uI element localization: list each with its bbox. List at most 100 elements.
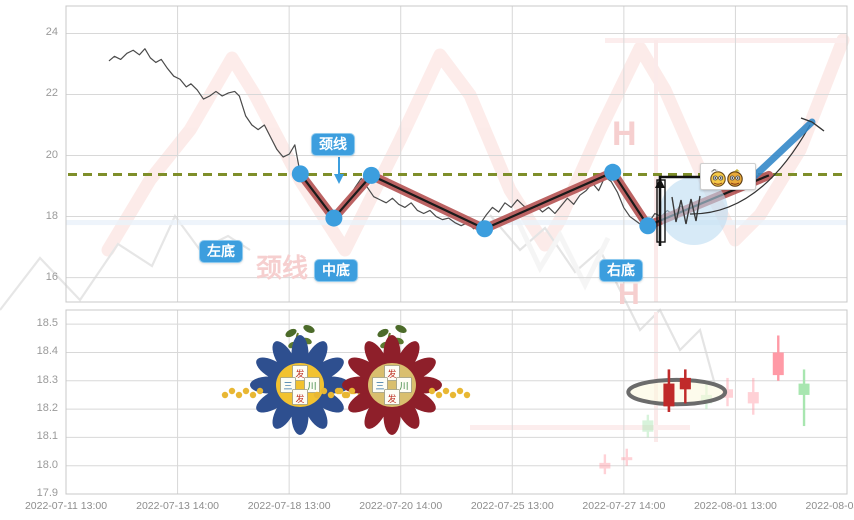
marker-dot-3[interactable] [476,220,494,238]
neckline-arrow-head [334,174,344,184]
flower-left-tile-glyph-2: 川 [307,381,316,391]
candle-body-8 [772,352,784,376]
flower-left-garland-l-3 [235,391,243,399]
blue-arrow-barb-a [800,117,813,123]
marker-dot-2[interactable] [362,166,380,184]
flower-right-tile-glyph-0: 发 [387,368,396,379]
flower-left-leaf-l [285,328,297,338]
watermark-band-lower [470,425,690,430]
candle-body-top-1 [679,377,691,390]
flower-right-garland-r-4 [456,387,464,395]
volume-ytick-1: 18.4 [36,345,58,358]
price-ytick-1: 22 [45,87,58,100]
flower-right-garland-r-5 [463,391,471,399]
candle-body-9 [798,383,810,395]
flower-right-leaf-l [377,328,389,338]
candle-1 [621,448,633,466]
flower-left-tile-3 [292,389,308,405]
flower-left-tile-2 [304,377,320,393]
flower-right-garland-l-4 [320,387,328,395]
watermark-letter-h-bottom: H [618,278,640,311]
support-band [66,220,847,226]
marker-dot-1[interactable] [325,209,343,227]
flower-right-tile-3 [384,389,400,405]
volume-panel-group [65,309,848,495]
flower-left-garland-l-0 [256,387,264,395]
flower-right-garland-l-3 [327,391,335,399]
price-ytick-0: 24 [45,26,58,39]
volume-ytick-2: 18.3 [36,373,58,386]
price-line [108,48,768,230]
candle-9 [798,369,810,427]
xtick-3: 2022-07-20 14:00 [359,500,443,512]
annotation-middle-bottom[interactable]: 中底 [314,259,358,282]
flower-right-tile-glyph-1: 三 [375,381,384,391]
candle-7 [747,377,759,415]
flower-right-tile-2 [396,377,412,393]
annotation-right-bottom[interactable]: 右底 [599,259,643,282]
flower-left-leaf-r [303,325,315,333]
candle-body-top-0 [663,383,675,407]
blue-arrow-barb-b [811,121,825,132]
price-ytick-3: 18 [45,209,58,222]
candle-body-1 [621,457,633,461]
candle-body-7 [747,392,759,404]
watermark-w-shape [512,213,611,291]
emoji-sticker-box[interactable] [700,163,756,190]
flower-left-tile-0 [292,365,308,381]
flower-right-leaf-r [395,325,407,333]
flower-right-garland-r-1 [435,391,443,399]
candle-0 [599,454,611,475]
volume-ytick-5: 18.0 [36,458,58,471]
watermark-neckline-text: 颈线 [256,253,309,283]
flower-right-garland-r-0 [428,387,436,395]
xtick-0: 2022-07-11 13:00 [24,500,108,512]
marker-dot-0[interactable] [291,165,309,183]
price-ytick-4: 16 [45,270,58,283]
watermark-band-top [605,38,847,43]
candle-body-2 [642,420,654,432]
flower-left-tile-glyph-1: 三 [283,381,292,391]
candle-body-0 [599,462,611,469]
marker-dot-5[interactable] [639,217,657,235]
bracket-box [656,179,666,243]
flower-right-garland-l-1 [341,391,349,399]
volume-ytick-4: 18.1 [36,430,58,443]
candle-2 [642,414,654,438]
flower-right-garland-l-5 [313,391,321,399]
watermark-vline-lower [654,312,658,442]
flower-left-garland-l-1 [249,391,257,399]
flower-left-core [276,363,324,407]
flower-left-garland-l-5 [221,391,229,399]
flower-right-tile-1 [372,377,388,393]
candle-6 [722,377,734,407]
flower-right-tile-glyph-2: 川 [399,381,408,391]
xtick-7: 2022-08-03 14:00 [805,500,854,512]
candle-highlight-ellipse [626,377,728,407]
flower-right[interactable]: 发三 川发 [313,323,471,435]
price-ytick-2: 20 [45,148,58,161]
watermark-letter-h-top: H [612,115,637,153]
watermark-grey-line [489,214,717,386]
candle-8 [772,335,784,381]
emoji-sticker-icon [710,169,743,187]
flower-right-garland-r-2 [442,387,450,395]
annotation-left-bottom[interactable]: 左底 [199,240,243,263]
sticker-connector-curve [689,124,811,215]
flower-left-garland-l-2 [242,387,250,395]
flower-left-garland-l-4 [228,387,236,395]
xtick-5: 2022-07-27 14:00 [582,500,666,512]
mini-w-pattern [671,195,701,225]
marker-dot-4[interactable] [604,163,622,181]
xtick-2: 2022-07-18 13:00 [247,500,331,512]
xtick-6: 2022-08-01 13:00 [693,500,777,512]
annotation-neckline[interactable]: 颈线 [311,133,355,156]
flower-left-tile-1 [280,377,296,393]
flower-right-garland-l-2 [334,387,342,395]
bracket-annotation [658,175,700,246]
volume-ytick-6: 17.9 [36,487,58,499]
volume-ytick-0: 18.5 [36,317,58,330]
